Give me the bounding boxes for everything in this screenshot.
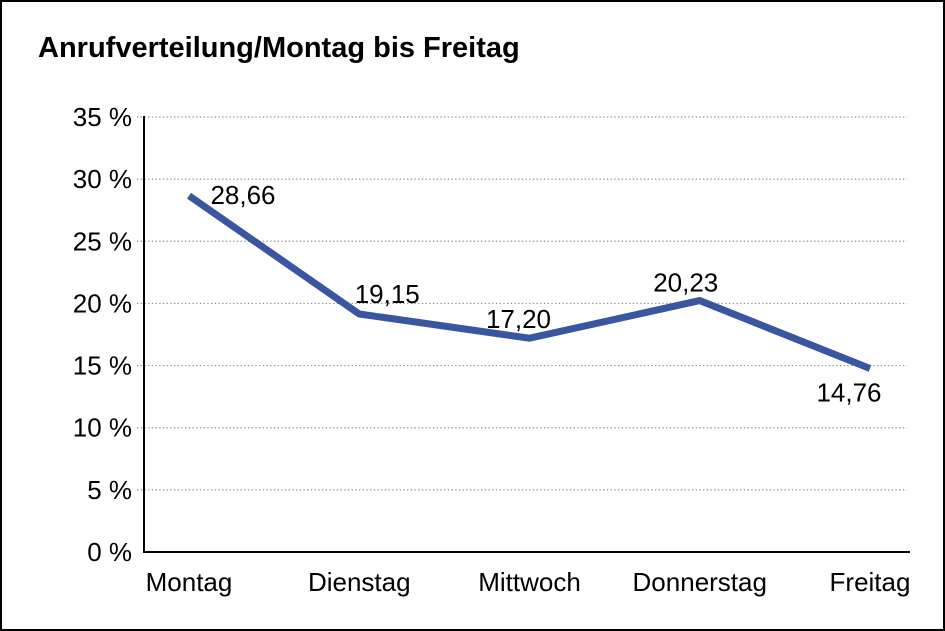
y-axis-tick-label: 25 % xyxy=(73,226,132,256)
chart-title: Anrufverteilung/Montag bis Freitag xyxy=(38,32,520,64)
data-point-label: 14,76 xyxy=(816,378,881,408)
x-axis-category-label: Dienstag xyxy=(308,567,411,597)
y-axis-tick-label: 5 % xyxy=(87,475,132,505)
data-point-label: 17,20 xyxy=(486,304,551,334)
data-point-label: 19,15 xyxy=(355,279,420,309)
x-axis-category-label: Donnerstag xyxy=(633,567,767,597)
y-axis-tick-label: 15 % xyxy=(73,351,132,381)
data-point-label: 28,66 xyxy=(210,180,275,210)
x-axis-category-label: Montag xyxy=(146,567,233,597)
y-axis-tick-label: 20 % xyxy=(73,288,132,318)
x-axis-category-label: Mittwoch xyxy=(478,567,581,597)
y-axis-tick-label: 10 % xyxy=(73,413,132,443)
y-axis-tick-label: 35 % xyxy=(73,102,132,132)
data-point-label: 20,23 xyxy=(653,268,718,298)
data-series-line xyxy=(187,192,872,372)
x-axis-category-label: Freitag xyxy=(830,567,911,597)
y-axis-tick-label: 30 % xyxy=(73,164,132,194)
y-axis-tick-label: 0 % xyxy=(87,537,132,567)
